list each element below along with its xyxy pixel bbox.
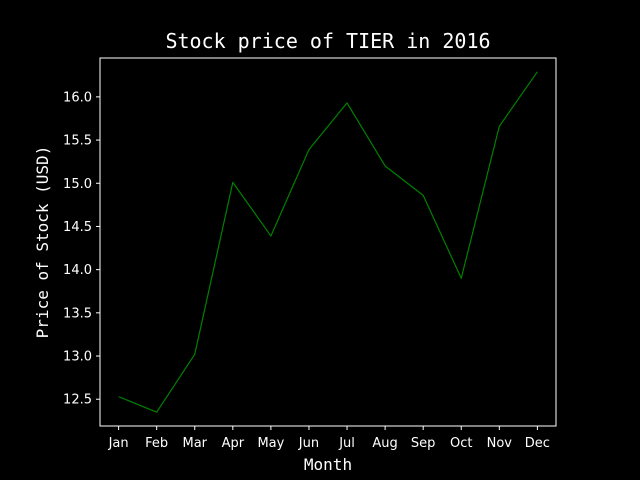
x-tick-label: May (257, 436, 284, 451)
y-tick-label: 14.0 (63, 263, 92, 278)
x-tick-label: Aug (372, 436, 397, 451)
y-axis-label: Price of Stock (USD) (33, 146, 52, 339)
y-tick-label: 14.5 (63, 220, 92, 235)
x-tick-label: Sep (411, 436, 436, 451)
y-tick-label: 15.5 (63, 134, 92, 149)
x-tick-label: Dec (525, 436, 550, 451)
y-tick-label: 13.0 (63, 350, 92, 365)
y-tick-label: 16.0 (63, 90, 92, 105)
x-tick-label: Nov (487, 436, 513, 451)
x-tick-label: Oct (450, 436, 472, 451)
y-tick-label: 15.0 (63, 177, 92, 192)
y-tick-label: 13.5 (63, 306, 92, 321)
chart-title: Stock price of TIER in 2016 (165, 29, 490, 53)
x-tick-label: Apr (222, 436, 245, 451)
y-tick-label: 12.5 (63, 393, 92, 408)
x-tick-label: Feb (145, 436, 168, 451)
x-tick-label: Jun (298, 436, 319, 451)
x-tick-label: Mar (182, 436, 207, 451)
x-tick-label: Jan (108, 436, 129, 451)
x-axis-label: Month (304, 455, 352, 474)
x-tick-label: Jul (338, 436, 355, 451)
